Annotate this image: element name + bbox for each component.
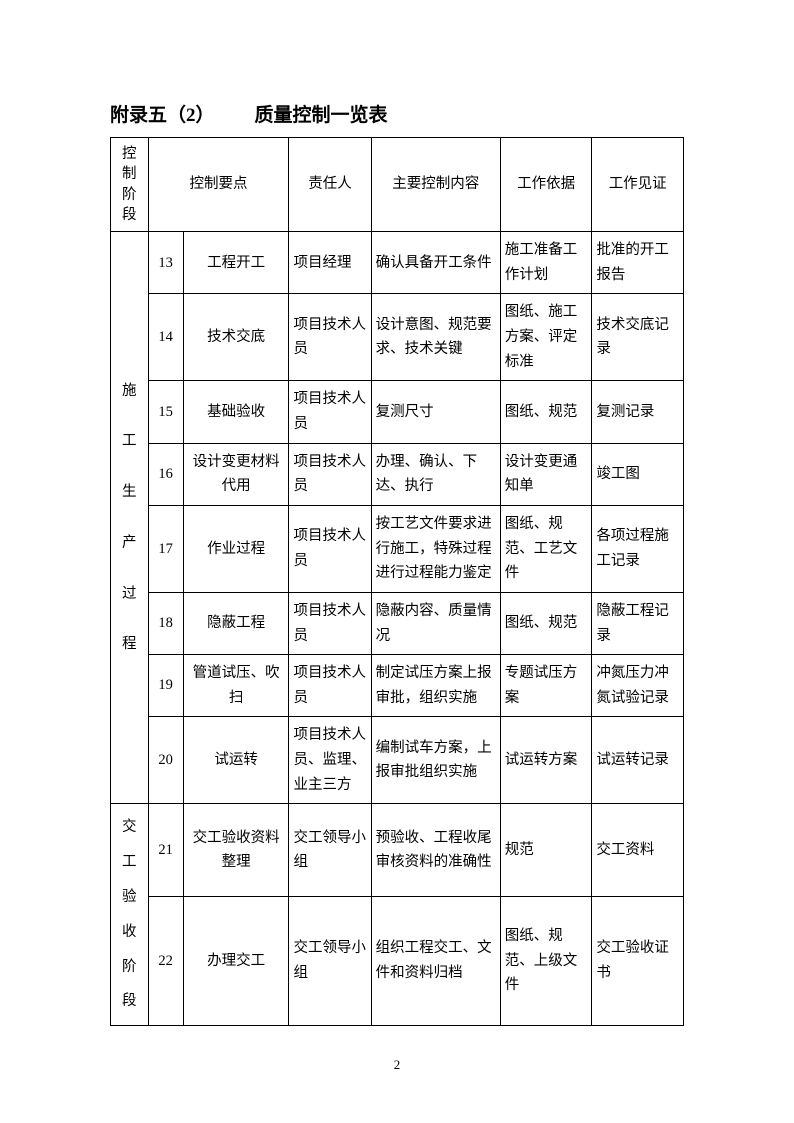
- row-basis: 图纸、规范: [500, 592, 592, 654]
- row-person: 项目技术人员、监理、业主三方: [289, 717, 371, 804]
- header-basis: 工作依据: [500, 138, 592, 232]
- title-main: 质量控制一览表: [255, 105, 388, 126]
- row-basis: 图纸、规范: [500, 381, 592, 443]
- table-row: 施 工 生 产 过 程 13 工程开工 项目经理 确认具备开工条件 施工准备工作…: [111, 232, 684, 294]
- stage-cell-1: 施 工 生 产 过 程: [111, 232, 149, 804]
- header-person: 责任人: [289, 138, 371, 232]
- row-num: 17: [148, 505, 183, 592]
- row-point: 基础验收: [183, 381, 289, 443]
- row-person: 交工领导小组: [289, 896, 371, 1025]
- table-row: 20 试运转 项目技术人员、监理、业主三方 编制试车方案，上报审批组织实施 试运…: [111, 717, 684, 804]
- header-content: 主要控制内容: [371, 138, 500, 232]
- row-evidence: 隐蔽工程记录: [592, 592, 684, 654]
- document-title: 附录五（2） 质量控制一览表: [110, 100, 684, 127]
- table-row: 22 办理交工 交工领导小组 组织工程交工、文件和资料归档 图纸、规范、上级文件…: [111, 896, 684, 1025]
- row-basis: 图纸、规范、工艺文件: [500, 505, 592, 592]
- row-basis: 设计变更通知单: [500, 443, 592, 505]
- row-basis: 规范: [500, 804, 592, 897]
- row-point: 交工验收资料整理: [183, 804, 289, 897]
- row-point: 隐蔽工程: [183, 592, 289, 654]
- row-point: 管道试压、吹扫: [183, 655, 289, 717]
- table-row: 交 工 验 收 阶 段 21 交工验收资料整理 交工领导小组 预验收、工程收尾审…: [111, 804, 684, 897]
- row-basis: 图纸、施工方案、评定标准: [500, 294, 592, 381]
- row-num: 19: [148, 655, 183, 717]
- row-num: 13: [148, 232, 183, 294]
- row-content: 复测尺寸: [371, 381, 500, 443]
- table-row: 17 作业过程 项目技术人员 按工艺文件要求进行施工，特殊过程进行过程能力鉴定 …: [111, 505, 684, 592]
- row-content: 组织工程交工、文件和资料归档: [371, 896, 500, 1025]
- row-num: 16: [148, 443, 183, 505]
- table-row: 14 技术交底 项目技术人员 设计意图、规范要求、技术关键 图纸、施工方案、评定…: [111, 294, 684, 381]
- row-point: 办理交工: [183, 896, 289, 1025]
- header-stage: 控制阶段: [111, 138, 149, 232]
- row-basis: 专题试压方案: [500, 655, 592, 717]
- stage-cell-2: 交 工 验 收 阶 段: [111, 804, 149, 1026]
- row-basis: 图纸、规范、上级文件: [500, 896, 592, 1025]
- row-point: 作业过程: [183, 505, 289, 592]
- table-row: 19 管道试压、吹扫 项目技术人员 制定试压方案上报审批，组织实施 专题试压方案…: [111, 655, 684, 717]
- row-person: 交工领导小组: [289, 804, 371, 897]
- row-person: 项目技术人员: [289, 655, 371, 717]
- page-number: 2: [0, 1057, 794, 1073]
- row-evidence: 交工资料: [592, 804, 684, 897]
- row-num: 18: [148, 592, 183, 654]
- row-content: 编制试车方案，上报审批组织实施: [371, 717, 500, 804]
- row-content: 制定试压方案上报审批，组织实施: [371, 655, 500, 717]
- row-basis: 施工准备工作计划: [500, 232, 592, 294]
- row-point: 试运转: [183, 717, 289, 804]
- header-evidence: 工作见证: [592, 138, 684, 232]
- table-row: 15 基础验收 项目技术人员 复测尺寸 图纸、规范 复测记录: [111, 381, 684, 443]
- table-row: 16 设计变更材料代用 项目技术人员 办理、确认、下达、执行 设计变更通知单 竣…: [111, 443, 684, 505]
- row-content: 确认具备开工条件: [371, 232, 500, 294]
- row-basis: 试运转方案: [500, 717, 592, 804]
- row-num: 21: [148, 804, 183, 897]
- row-person: 项目技术人员: [289, 381, 371, 443]
- row-evidence: 交工验收证书: [592, 896, 684, 1025]
- quality-control-table: 控制阶段 控制要点 责任人 主要控制内容 工作依据 工作见证 施 工 生 产 过…: [110, 137, 684, 1026]
- row-person: 项目经理: [289, 232, 371, 294]
- row-content: 办理、确认、下达、执行: [371, 443, 500, 505]
- row-evidence: 技术交底记录: [592, 294, 684, 381]
- row-evidence: 试运转记录: [592, 717, 684, 804]
- row-content: 隐蔽内容、质量情况: [371, 592, 500, 654]
- row-num: 14: [148, 294, 183, 381]
- row-content: 按工艺文件要求进行施工，特殊过程进行过程能力鉴定: [371, 505, 500, 592]
- row-person: 项目技术人员: [289, 294, 371, 381]
- row-person: 项目技术人员: [289, 443, 371, 505]
- row-person: 项目技术人员: [289, 505, 371, 592]
- row-num: 20: [148, 717, 183, 804]
- header-point: 控制要点: [148, 138, 289, 232]
- row-evidence: 各项过程施工记录: [592, 505, 684, 592]
- row-evidence: 复测记录: [592, 381, 684, 443]
- row-evidence: 冲氮压力冲氮试验记录: [592, 655, 684, 717]
- table-row: 18 隐蔽工程 项目技术人员 隐蔽内容、质量情况 图纸、规范 隐蔽工程记录: [111, 592, 684, 654]
- title-prefix: 附录五（2）: [110, 105, 215, 126]
- row-point: 技术交底: [183, 294, 289, 381]
- row-num: 15: [148, 381, 183, 443]
- row-person: 项目技术人员: [289, 592, 371, 654]
- row-num: 22: [148, 896, 183, 1025]
- row-evidence: 批准的开工报告: [592, 232, 684, 294]
- row-point: 工程开工: [183, 232, 289, 294]
- row-evidence: 竣工图: [592, 443, 684, 505]
- row-content: 预验收、工程收尾审核资料的准确性: [371, 804, 500, 897]
- row-content: 设计意图、规范要求、技术关键: [371, 294, 500, 381]
- row-point: 设计变更材料代用: [183, 443, 289, 505]
- table-header-row: 控制阶段 控制要点 责任人 主要控制内容 工作依据 工作见证: [111, 138, 684, 232]
